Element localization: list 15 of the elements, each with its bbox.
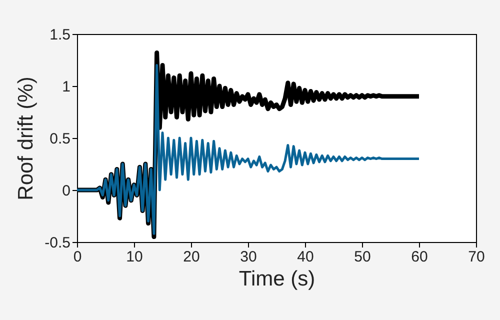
x-tick-label: 20 [183, 248, 200, 266]
x-tick-label: 0 [73, 248, 82, 266]
y-tick-label: -0.5 [44, 234, 70, 252]
y-axis-title: Roof drift (%) [14, 76, 38, 200]
x-tick-label: 10 [126, 248, 143, 266]
x-tick-label: 60 [411, 248, 428, 266]
x-tick-label: 30 [240, 248, 257, 266]
y-tick-label: 1.5 [50, 26, 70, 44]
y-tick-label: 0 [62, 182, 70, 200]
x-tick-label: 70 [468, 248, 485, 266]
x-tick-label: 50 [354, 248, 371, 266]
y-tick-label: 0.5 [50, 130, 70, 148]
y-tick-label: 1 [62, 78, 70, 96]
x-axis-title: Time (s) [238, 268, 316, 290]
x-tick-label: 40 [297, 248, 314, 266]
